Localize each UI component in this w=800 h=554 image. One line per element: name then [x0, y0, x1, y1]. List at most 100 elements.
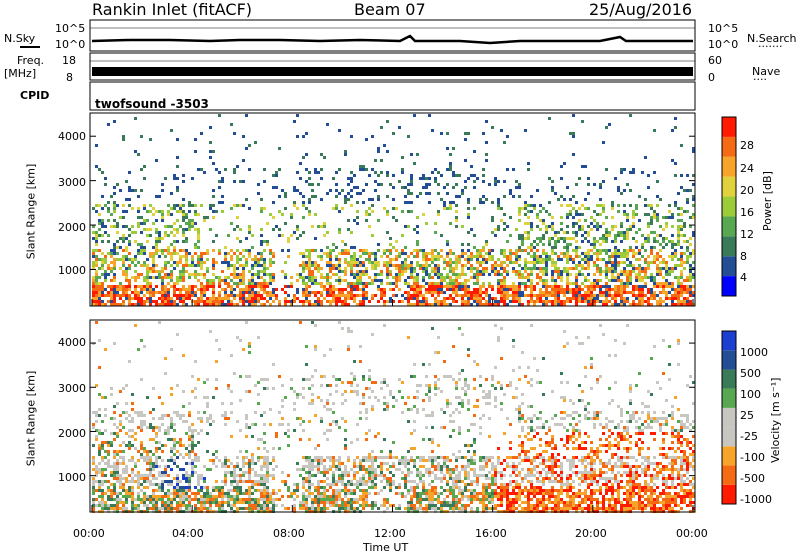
data-cell [128, 429, 131, 432]
data-cell [173, 204, 176, 207]
data-cell [248, 486, 251, 489]
data-cell [101, 459, 104, 462]
data-cell [122, 483, 125, 486]
data-cell [146, 498, 149, 501]
data-cell [515, 258, 518, 261]
data-cell [362, 165, 365, 168]
data-cell [335, 189, 338, 192]
data-cell [341, 291, 344, 294]
data-cell [140, 300, 143, 303]
data-cell [410, 183, 413, 186]
data-cell [542, 300, 545, 303]
data-cell [371, 297, 374, 300]
data-cell [359, 459, 362, 462]
data-cell [248, 426, 251, 429]
data-cell [617, 276, 620, 279]
data-cell [215, 261, 218, 264]
data-cell [302, 456, 305, 459]
data-cell [140, 411, 143, 414]
data-cell [599, 285, 602, 288]
data-cell [566, 213, 569, 216]
data-cell [593, 243, 596, 246]
data-cell [506, 270, 509, 273]
data-cell [515, 186, 518, 189]
data-cell [461, 267, 464, 270]
data-cell [674, 264, 677, 267]
data-cell [257, 273, 260, 276]
data-cell [182, 486, 185, 489]
data-cell [620, 288, 623, 291]
data-cell [449, 222, 452, 225]
data-cell [500, 267, 503, 270]
data-cell [518, 186, 521, 189]
data-cell [173, 282, 176, 285]
data-cell [329, 270, 332, 273]
data-cell [215, 276, 218, 279]
data-cell [146, 459, 149, 462]
data-cell [164, 507, 167, 510]
data-cell [419, 300, 422, 303]
data-cell [485, 288, 488, 291]
data-cell [191, 432, 194, 435]
data-cell [266, 273, 269, 276]
data-cell [530, 288, 533, 291]
data-cell [383, 207, 386, 210]
data-cell [149, 291, 152, 294]
data-cell [482, 180, 485, 183]
data-cell [122, 471, 125, 474]
data-cell [614, 240, 617, 243]
data-cell [518, 276, 521, 279]
data-cell [239, 486, 242, 489]
data-cell [410, 264, 413, 267]
data-cell [101, 222, 104, 225]
data-cell [635, 276, 638, 279]
data-cell [467, 231, 470, 234]
data-cell [287, 444, 290, 447]
power-data [92, 114, 695, 306]
data-cell [503, 282, 506, 285]
data-cell [125, 402, 128, 405]
data-cell [314, 171, 317, 174]
data-cell [311, 393, 314, 396]
data-cell [356, 471, 359, 474]
data-cell [161, 486, 164, 489]
data-cell [620, 285, 623, 288]
data-cell [287, 285, 290, 288]
data-cell [356, 261, 359, 264]
data-cell [410, 192, 413, 195]
data-cell [194, 246, 197, 249]
data-cell [317, 471, 320, 474]
data-cell [371, 405, 374, 408]
data-cell [503, 228, 506, 231]
data-cell [176, 474, 179, 477]
data-cell [452, 291, 455, 294]
data-cell [110, 288, 113, 291]
data-cell [512, 300, 515, 303]
data-cell [554, 297, 557, 300]
data-cell [233, 252, 236, 255]
data-cell [119, 450, 122, 453]
data-cell [536, 243, 539, 246]
data-cell [110, 465, 113, 468]
data-cell [455, 204, 458, 207]
data-cell [263, 465, 266, 468]
data-cell [185, 507, 188, 510]
data-cell [353, 378, 356, 381]
data-cell [326, 456, 329, 459]
data-cell [176, 189, 179, 192]
data-cell [236, 483, 239, 486]
data-cell [608, 291, 611, 294]
data-cell [278, 147, 281, 150]
data-cell [113, 264, 116, 267]
data-cell [362, 477, 365, 480]
data-cell [218, 180, 221, 183]
data-cell [272, 507, 275, 510]
data-cell [110, 270, 113, 273]
data-cell [476, 177, 479, 180]
data-cell [503, 261, 506, 264]
data-cell [101, 447, 104, 450]
data-cell [200, 291, 203, 294]
data-cell [485, 252, 488, 255]
data-cell [455, 195, 458, 198]
data-cell [245, 423, 248, 426]
